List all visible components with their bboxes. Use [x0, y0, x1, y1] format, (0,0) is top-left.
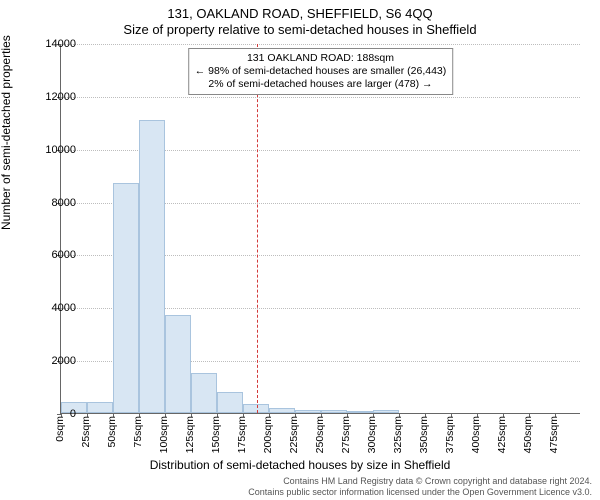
histogram-bar [139, 120, 165, 413]
histogram-bar [87, 402, 113, 413]
histogram-bar [113, 183, 139, 413]
histogram-bar [321, 410, 347, 413]
y-tick-label: 8000 [26, 197, 76, 209]
histogram-bar [191, 373, 217, 413]
plot-area: 131 OAKLAND ROAD: 188sqm ← 98% of semi-d… [60, 44, 580, 414]
annotation-line: 2% of semi-detached houses are larger (4… [195, 78, 447, 91]
gridline [61, 97, 580, 98]
y-tick-label: 0 [26, 408, 76, 420]
histogram-bar [373, 410, 399, 413]
histogram-bar [165, 315, 191, 413]
histogram-bar [217, 392, 243, 413]
page-title: 131, OAKLAND ROAD, SHEFFIELD, S6 4QQ [0, 6, 600, 21]
gridline [61, 44, 580, 45]
marker-line [257, 44, 258, 413]
annotation-line: 131 OAKLAND ROAD: 188sqm [195, 52, 447, 65]
figure: 131, OAKLAND ROAD, SHEFFIELD, S6 4QQ Siz… [0, 0, 600, 500]
y-tick-label: 14000 [26, 38, 76, 50]
annotation-line: ← 98% of semi-detached houses are smalle… [195, 65, 447, 78]
annotation-box: 131 OAKLAND ROAD: 188sqm ← 98% of semi-d… [188, 48, 454, 95]
histogram-bar [347, 411, 373, 413]
x-axis-label: Distribution of semi-detached houses by … [0, 458, 600, 472]
y-tick-label: 4000 [26, 302, 76, 314]
y-tick-label: 10000 [26, 144, 76, 156]
y-tick-label: 12000 [26, 91, 76, 103]
y-tick-label: 6000 [26, 249, 76, 261]
histogram-bar [269, 408, 295, 413]
chart-subtitle: Size of property relative to semi-detach… [0, 22, 600, 37]
attribution-text: Contains HM Land Registry data © Crown c… [248, 476, 592, 497]
y-tick-label: 2000 [26, 355, 76, 367]
histogram-bar [295, 410, 321, 413]
y-axis-label: Number of semi-detached properties [0, 35, 13, 230]
